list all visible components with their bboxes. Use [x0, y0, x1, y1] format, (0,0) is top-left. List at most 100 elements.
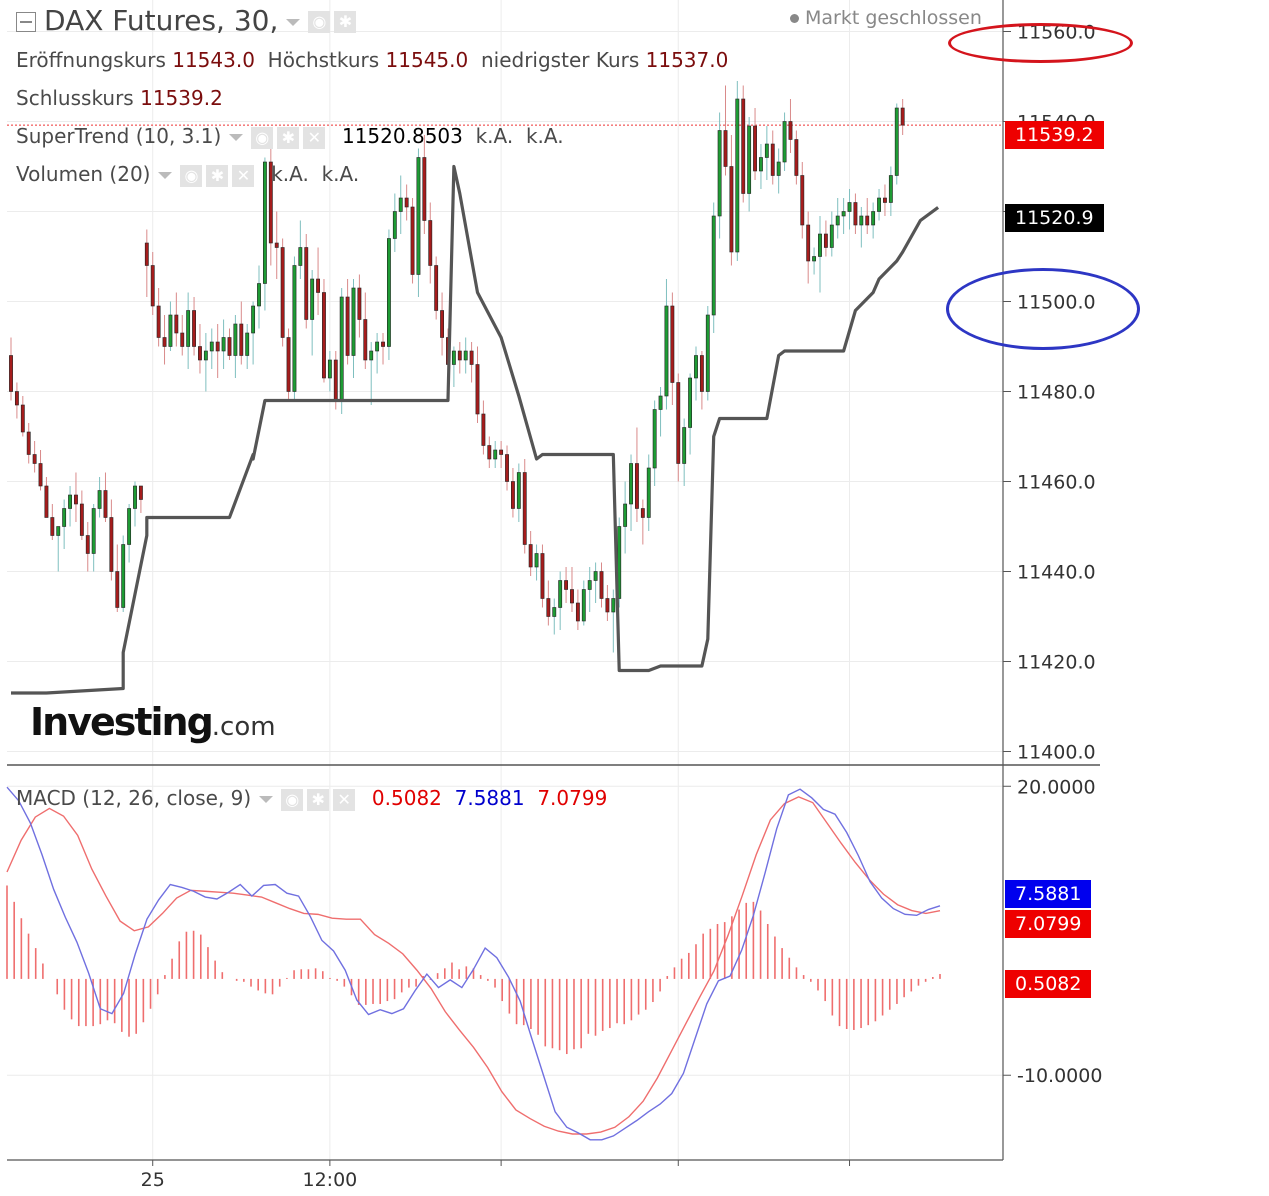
- candle-body: [333, 359, 338, 401]
- candle-body: [416, 157, 421, 275]
- candle-body: [233, 323, 238, 356]
- candle-body: [227, 337, 232, 356]
- candle-body: [127, 508, 132, 545]
- macd-signal-tag: 7.0799: [1005, 910, 1092, 938]
- candle-body: [381, 341, 385, 347]
- eye-icon[interactable]: ◉: [281, 788, 304, 811]
- candle-body: [812, 256, 817, 262]
- candle-body: [859, 215, 864, 226]
- macd-y-tick-label: 20.0000: [1017, 776, 1096, 798]
- candle-body: [806, 224, 811, 262]
- volume-label[interactable]: Volumen (20): [16, 162, 151, 186]
- macd-line-value: 7.5881: [454, 786, 525, 810]
- y-tick-label: 11460.0: [1017, 472, 1096, 494]
- chevron-down-icon[interactable]: [158, 172, 173, 179]
- candle-body: [121, 544, 126, 608]
- candle-body: [587, 580, 592, 590]
- candle-body: [85, 535, 90, 554]
- collapse-icon[interactable]: [16, 12, 36, 32]
- eye-icon[interactable]: ◉: [308, 11, 331, 33]
- candle-body: [286, 337, 291, 392]
- x-tick-label: 25: [141, 1169, 165, 1191]
- candle-body: [575, 602, 580, 622]
- candle-body: [221, 337, 226, 352]
- candle-body: [410, 206, 415, 275]
- gear-icon[interactable]: ✱: [206, 164, 229, 187]
- supertrend-tag: 11520.9: [1005, 204, 1104, 232]
- candle-body: [888, 175, 893, 203]
- candle-body: [894, 107, 899, 176]
- candle-body: [203, 350, 208, 361]
- eye-icon[interactable]: ◉: [251, 126, 274, 149]
- candle-body: [511, 481, 515, 509]
- candle-body: [528, 544, 533, 568]
- y-tick-label: 11400.0: [1017, 742, 1096, 764]
- gear-icon[interactable]: ✱: [277, 126, 300, 149]
- candle-body: [327, 359, 332, 379]
- chevron-down-icon[interactable]: [229, 134, 244, 141]
- candle-body: [357, 287, 362, 320]
- candle-body: [534, 553, 539, 568]
- candle-body: [516, 472, 521, 509]
- candle-body: [451, 350, 456, 365]
- candle-body: [274, 242, 279, 248]
- candle-body: [150, 265, 155, 307]
- candle-body: [74, 494, 78, 505]
- candle-body: [705, 314, 710, 392]
- candle-body: [599, 571, 604, 599]
- x-tick-label: 12:00: [302, 1169, 357, 1191]
- candle-body: [457, 350, 462, 361]
- candle-body: [564, 580, 568, 590]
- gear-icon[interactable]: ✱: [334, 11, 357, 33]
- gear-icon[interactable]: ✱: [307, 788, 330, 811]
- close-icon[interactable]: ✕: [232, 164, 255, 187]
- candle-body: [369, 350, 374, 361]
- candle-body: [398, 197, 403, 212]
- macd-label[interactable]: MACD (12, 26, close, 9): [16, 786, 252, 810]
- high-value: 11545.0: [385, 48, 469, 72]
- blue-ellipse-annotation: [946, 268, 1140, 350]
- macd-signal-line: [6, 796, 941, 1135]
- candle-body: [68, 494, 72, 509]
- candle-body: [900, 107, 905, 126]
- candle-body: [156, 305, 161, 338]
- candle-body: [800, 175, 805, 226]
- eye-icon[interactable]: ◉: [180, 164, 203, 187]
- candle-body: [540, 553, 545, 599]
- logo-brand: Investing: [30, 700, 214, 744]
- candle-body: [611, 598, 616, 613]
- volume-na: k.A.: [271, 162, 309, 186]
- candle-body: [251, 305, 256, 334]
- macd-legend[interactable]: MACD (12, 26, close, 9) ◉ ✱ ✕ 0.5082 7.5881…: [16, 786, 607, 811]
- close-icon[interactable]: ✕: [303, 126, 326, 149]
- symbol-title[interactable]: DAX Futures, 30,: [44, 4, 279, 37]
- candle-body: [26, 431, 31, 455]
- candle-body: [20, 404, 25, 433]
- supertrend-line: [11, 164, 940, 695]
- supertrend-legend[interactable]: SuperTrend (10, 3.1) ◉ ✱ ✕ 11520.8503 k.A. …: [16, 124, 564, 149]
- candle-body: [209, 341, 214, 352]
- candle-body: [97, 490, 102, 509]
- supertrend-label[interactable]: SuperTrend (10, 3.1): [16, 124, 222, 148]
- market-status-text: Markt geschlossen: [805, 7, 982, 29]
- candle-body: [440, 310, 444, 338]
- volume-legend[interactable]: Volumen (20) ◉ ✱ ✕ k.A. k.A.: [16, 162, 359, 187]
- candle-body: [422, 157, 427, 221]
- y-tick-label: 11420.0: [1017, 652, 1096, 674]
- chevron-down-icon[interactable]: [286, 18, 301, 26]
- candle-body: [162, 337, 167, 347]
- close-icon[interactable]: ✕: [333, 788, 356, 811]
- chevron-down-icon[interactable]: [259, 796, 274, 803]
- candle-body: [871, 211, 876, 226]
- macd-line: [6, 786, 941, 1141]
- candle-body: [174, 314, 179, 334]
- candle-body: [138, 485, 143, 500]
- candle-body: [629, 463, 633, 505]
- red-ellipse-annotation: [948, 23, 1133, 63]
- candle-body: [387, 238, 391, 347]
- candle-body: [717, 130, 722, 217]
- candle-body: [711, 215, 716, 316]
- candle-body: [487, 445, 492, 460]
- macd-y-tick-label: -10.0000: [1017, 1065, 1102, 1087]
- candle-body: [180, 332, 185, 347]
